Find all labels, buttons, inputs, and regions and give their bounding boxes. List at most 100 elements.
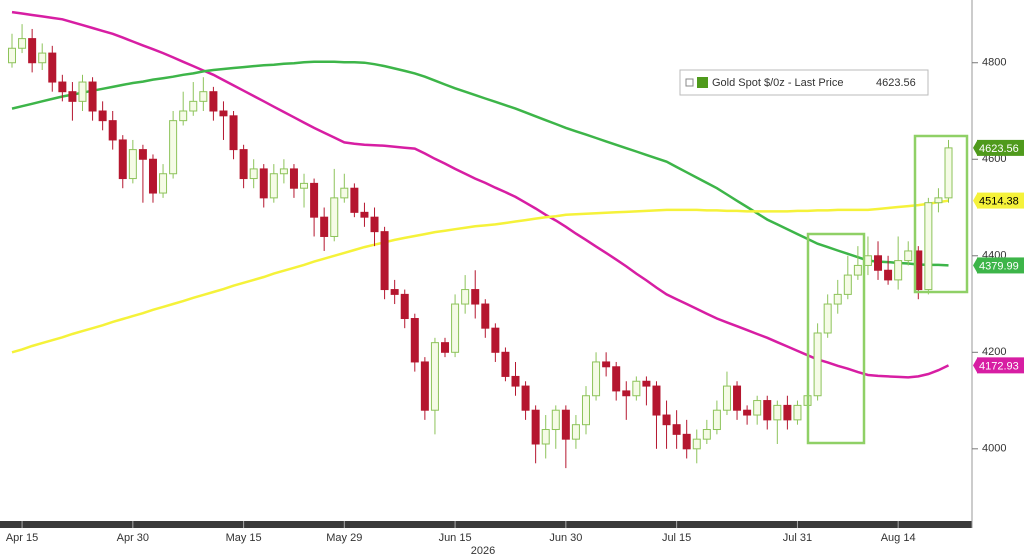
candle-body — [350, 187, 359, 213]
legend-box — [679, 69, 929, 96]
last-value-box — [977, 192, 1024, 209]
x-axis-band — [0, 521, 972, 528]
candle-body — [340, 187, 349, 199]
candle-body — [118, 139, 127, 180]
x-tick-label: May 15 — [226, 532, 262, 544]
x-tick-label: Apr 30 — [117, 532, 149, 544]
y-tick-label: 4200 — [982, 346, 1006, 358]
candle-body — [199, 91, 208, 102]
last-value-pointer — [973, 358, 977, 373]
legend-value: 4623.56 — [876, 77, 916, 89]
candle-body — [420, 361, 429, 411]
candle-body — [28, 38, 37, 64]
year-label: 2026 — [471, 545, 495, 557]
legend-swatch — [697, 77, 708, 88]
candle-body — [48, 52, 57, 83]
candle-body — [239, 149, 248, 180]
candle-body — [219, 110, 228, 117]
legend-label: Gold Spot $/0z - Last Price — [712, 77, 843, 89]
candle-body — [884, 269, 893, 281]
last-value-pointer — [973, 140, 977, 155]
candle-body — [370, 216, 379, 233]
candle-body — [289, 168, 298, 189]
candle-body — [491, 327, 500, 353]
candle-body — [833, 293, 842, 305]
candle-body — [642, 380, 651, 387]
candle-body — [300, 182, 309, 189]
candle-body — [279, 168, 288, 175]
highlight-box — [913, 134, 969, 294]
x-tick-label: Jun 30 — [549, 532, 582, 544]
y-tick-label: 4600 — [982, 153, 1006, 165]
moving-average-line — [11, 60, 949, 267]
last-value-box — [977, 257, 1024, 274]
candle-body — [410, 318, 419, 363]
candle-body — [904, 250, 913, 262]
y-tick-label: 4000 — [982, 443, 1006, 455]
legend: Gold Spot $/0z - Last Price 4623.56 — [679, 69, 929, 96]
candle-body — [632, 380, 641, 397]
candle-body — [733, 385, 742, 411]
candle-body — [531, 409, 540, 445]
candle-body — [169, 120, 178, 175]
plot-area — [8, 10, 953, 469]
candle-body — [229, 115, 238, 151]
x-tick-label: Jul 31 — [783, 532, 812, 544]
candle-body — [612, 366, 621, 392]
candle-body — [743, 409, 752, 416]
candle-body — [8, 47, 16, 64]
candle-body — [481, 303, 490, 329]
candle-body — [18, 38, 27, 49]
candle-body — [58, 81, 67, 93]
candle-body — [561, 409, 570, 440]
candle-body — [581, 395, 590, 426]
candle-body — [763, 400, 772, 421]
candle-body — [68, 91, 77, 102]
candle-body — [712, 409, 721, 431]
candle-body — [501, 351, 510, 377]
moving-average-line — [11, 10, 950, 379]
candle-body — [823, 303, 832, 334]
candle-body — [209, 91, 218, 112]
candle-body — [310, 182, 319, 218]
candle-body — [380, 231, 389, 291]
candle-body — [592, 361, 601, 397]
candle-body — [249, 168, 258, 180]
candle-body — [793, 404, 802, 421]
last-value-pointer — [973, 193, 977, 208]
candle-body — [128, 149, 137, 180]
candle-body — [108, 120, 117, 141]
candle-body — [843, 274, 852, 295]
candle-body — [511, 375, 520, 387]
candle-body — [934, 197, 943, 204]
highlight-box — [806, 232, 866, 445]
candle-body — [722, 385, 731, 411]
candle-body — [451, 303, 460, 353]
candle-body — [692, 438, 701, 450]
x-tick-label: May 29 — [326, 532, 362, 544]
x-tick-label: Apr 15 — [6, 532, 38, 544]
last-value-label: 4623.56 — [979, 143, 1019, 155]
candle-body — [320, 216, 329, 237]
candle-body — [853, 264, 862, 276]
candle-body — [259, 168, 268, 199]
candle-body — [330, 197, 339, 237]
candle-body — [863, 255, 872, 266]
last-value-label: 4172.93 — [979, 360, 1019, 372]
candle-body — [88, 81, 97, 112]
candle-body — [521, 385, 530, 411]
candle-body — [541, 429, 550, 445]
candle-body — [874, 255, 883, 271]
candle-body — [159, 173, 168, 194]
legend-icon — [685, 78, 694, 87]
candle-body — [652, 385, 661, 416]
candle-body — [430, 342, 439, 411]
candle-body — [813, 332, 822, 397]
candle-body — [189, 100, 198, 112]
candle-body — [98, 110, 107, 122]
candle-body — [360, 211, 369, 218]
candle-body — [461, 289, 470, 305]
candle-body — [662, 414, 671, 426]
